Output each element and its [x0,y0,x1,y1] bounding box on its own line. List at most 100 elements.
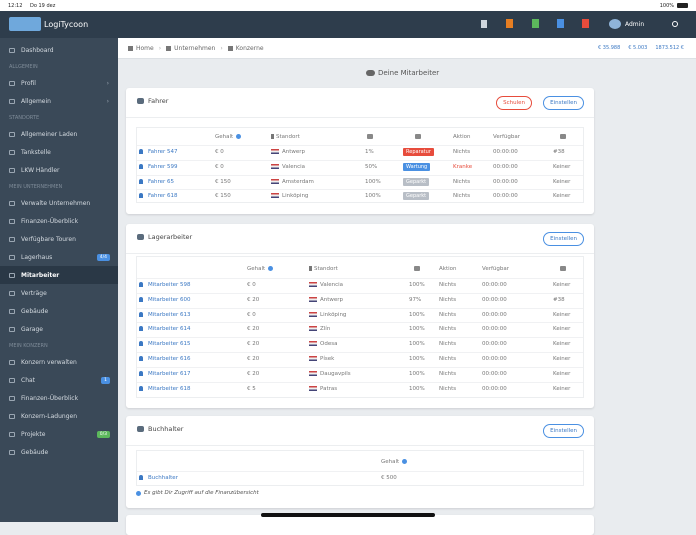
sidebar-item[interactable]: LKW Händler [0,161,118,179]
sidebar-item[interactable]: Verwalte Unternehmen [0,194,118,212]
sidebar-item[interactable]: Konzern verwalten [0,353,118,371]
cell: #38 [553,297,565,303]
cell: € 0 [215,164,224,170]
cell: Nichts [439,386,456,392]
sidebar-item[interactable]: Dashboard [0,41,118,59]
cell: 00:00:00 [482,386,507,392]
cell: 100% [365,179,381,185]
nav-icon[interactable] [557,19,564,28]
item-icon [9,413,15,419]
salary: € 0 [247,282,256,288]
employee-link[interactable]: Mitarbeiter 617 [148,370,191,377]
sidebar-item[interactable]: Allgemeiner Laden [0,125,118,143]
employee-link[interactable]: Mitarbeiter 600 [148,296,191,303]
condition: 100% [409,282,425,288]
assignment: Keiner [553,282,571,288]
available: 00:00:00 [493,163,518,170]
employee-link[interactable]: Mitarbeiter 614 [148,326,191,333]
nav-icon[interactable] [481,20,487,28]
avatar[interactable] [609,19,621,29]
cell: Nichts [453,149,470,155]
train-button[interactable]: Schulen [496,96,532,110]
employee-link[interactable]: Fahrer 599 [148,163,178,170]
item-label: Verträge [21,289,47,297]
employee-link[interactable]: Fahrer 618 [148,193,178,200]
sidebar-item[interactable]: Finanzen-Überblick [0,389,118,407]
header-label: Verfügbar [493,134,521,140]
cell: Nichts [439,312,456,318]
accountant-table: Gehalt Buchhalter € 500 [136,450,584,486]
item-label: Gebäude [21,448,49,456]
cell: € 0 [247,312,256,318]
column-header: Aktion [439,266,456,272]
header-label: Gehalt [381,459,400,465]
condition: 100% [409,385,425,392]
row-divider [137,471,583,472]
employee-link[interactable]: Mitarbeiter 613 [148,311,191,318]
header-label: Standort [314,266,338,272]
hire-button[interactable]: Einstellen [543,232,584,246]
info-icon [236,134,242,139]
cell: € 5 [247,386,256,392]
employee-link[interactable]: Mitarbeiter 615 [148,341,191,348]
breadcrumb-bar: Home › Unternehmen › Konzerne € 35.988 € 5.003… [118,38,696,59]
condition: 100% [409,370,425,377]
employee-link[interactable]: Fahrer 547 [148,149,178,155]
cell: € 20 [247,297,259,303]
item-label: Dashboard [21,46,54,54]
person-icon [139,163,143,169]
employee-link[interactable]: Fahrer 65 [148,178,175,185]
hire-button[interactable]: Einstellen [543,424,584,438]
person-icon [139,326,143,332]
settings-icon[interactable] [672,21,678,27]
cell: 00:00:00 [482,371,507,377]
logo-text[interactable]: LogiTycoon [44,20,89,29]
nav-icon[interactable] [506,19,513,28]
cell: Valencia [271,163,305,170]
cell: € 150 [215,193,231,199]
nav-icon[interactable] [532,19,539,28]
sidebar-item[interactable]: Konzern-Ladungen [0,407,118,425]
item-icon [9,98,15,104]
cell: € 20 [247,356,259,362]
sidebar-item[interactable]: Lagerhaus 4/4 [0,248,118,266]
sidebar-item[interactable]: Verträge [0,284,118,302]
sidebar-item[interactable]: Garage [0,320,118,338]
item-icon [9,47,15,53]
employee-link[interactable]: Mitarbeiter 598 [148,282,191,288]
sidebar-item[interactable]: Profil › [0,74,118,92]
sidebar-section: ALLGEMEIN [9,63,38,70]
employee-link[interactable]: Buchhalter [148,475,178,481]
item-icon [9,377,15,383]
row-divider [137,278,583,279]
assignment: Keiner [553,311,571,318]
item-label: Chat [21,376,36,384]
header-label: Verfügbar [482,266,510,272]
crumb-link[interactable]: Konzerne [235,44,264,52]
sidebar-item[interactable]: Finanzen-Überblick [0,212,118,230]
sidebar-item[interactable]: Chat 1 [0,371,118,389]
sidebar-item[interactable]: Tankstelle [0,143,118,161]
sidebar-item[interactable]: Projekte 0/3 [0,425,118,443]
crumb-link[interactable]: Home [136,44,154,52]
salary: € 0 [247,311,256,318]
column-header-icon [415,134,421,141]
header-icon [560,134,566,139]
hire-button[interactable]: Einstellen [543,96,584,110]
person-icon [139,282,143,287]
condition: 100% [409,326,425,333]
sidebar-item[interactable]: Mitarbeiter [0,266,118,284]
sidebar-item[interactable]: Allgemein › [0,92,118,110]
item-icon [9,200,15,206]
sidebar-item[interactable]: Verfügbare Touren [0,230,118,248]
employee-link[interactable]: Mitarbeiter 616 [148,356,191,362]
sidebar-item[interactable]: Gebäude [0,443,118,461]
nav-icon[interactable] [582,19,589,28]
home-indicator [261,513,435,517]
user-menu[interactable]: Admin [625,21,645,28]
cell: Odesa [309,341,337,347]
pin-icon [271,134,274,139]
sidebar-item[interactable]: Gebäude [0,302,118,320]
employee-link[interactable]: Mitarbeiter 618 [148,385,191,392]
crumb-link[interactable]: Unternehmen [174,44,216,52]
